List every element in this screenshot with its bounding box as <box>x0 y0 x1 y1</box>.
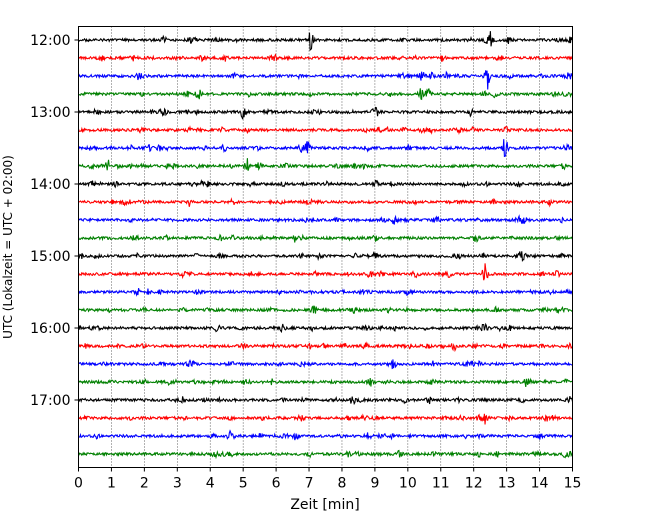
trace-series <box>77 31 574 460</box>
y-tick-label: 12:00 <box>30 33 70 49</box>
x-tick-label: 6 <box>272 476 281 492</box>
y-tick-label: 14:00 <box>30 177 70 193</box>
plot-frame <box>78 26 573 468</box>
trace-1430 <box>78 214 573 225</box>
x-tick-label: 5 <box>239 476 248 492</box>
x-tick-label: 1 <box>107 476 116 492</box>
trace-1415 <box>78 197 573 208</box>
trace-1315 <box>77 125 573 135</box>
trace-1215 <box>78 53 573 63</box>
y-axis-ticks: 12:00 13:00 14:00 15:00 16:00 17:00 <box>30 33 79 409</box>
x-tick-label: 4 <box>206 476 215 492</box>
trace-1715 <box>78 413 573 425</box>
x-tick-label: 7 <box>305 476 314 492</box>
trace-1445 <box>77 233 573 243</box>
y-axis-label: UTC (Lokalzeit = UTC + 02:00) <box>1 155 15 339</box>
trace-1700 <box>78 395 574 406</box>
trace-1345 <box>78 158 573 171</box>
x-tick-label: 12 <box>465 476 483 492</box>
y-tick-label: 15:00 <box>30 249 70 265</box>
trace-1745 <box>77 449 574 460</box>
trace-1645 <box>78 377 573 387</box>
trace-1615 <box>78 341 573 353</box>
x-tick-label: 0 <box>74 476 83 492</box>
x-tick-label: 8 <box>338 476 347 492</box>
y-tick-label: 16:00 <box>30 321 70 337</box>
trace-1515 <box>78 263 573 281</box>
x-tick-label: 3 <box>173 476 182 492</box>
trace-1730 <box>78 429 573 441</box>
trace-1600 <box>78 322 573 334</box>
trace-1230 <box>77 70 573 90</box>
y-tick-label: 13:00 <box>30 105 70 121</box>
x-tick-label: 2 <box>140 476 149 492</box>
trace-1500 <box>78 250 573 262</box>
trace-1630 <box>78 359 573 370</box>
x-axis-label: Zeit [min] <box>290 497 359 513</box>
trace-1530 <box>78 287 574 297</box>
x-tick-label: 9 <box>370 476 379 492</box>
trace-1300 <box>78 106 574 120</box>
trace-1400 <box>78 178 573 189</box>
x-tick-label: 11 <box>432 476 450 492</box>
trace-1200 <box>78 31 573 52</box>
x-tick-label: 10 <box>399 476 417 492</box>
trace-1330 <box>78 139 573 157</box>
x-tick-label: 13 <box>498 476 516 492</box>
trace-1245 <box>78 88 574 101</box>
y-tick-label: 17:00 <box>30 393 70 409</box>
x-tick-label: 15 <box>564 476 582 492</box>
trace-1545 <box>78 305 573 315</box>
x-axis-ticks: 0 1 2 3 4 5 6 7 8 9 10 11 12 13 14 15 <box>74 467 582 492</box>
x-tick-label: 14 <box>531 476 549 492</box>
